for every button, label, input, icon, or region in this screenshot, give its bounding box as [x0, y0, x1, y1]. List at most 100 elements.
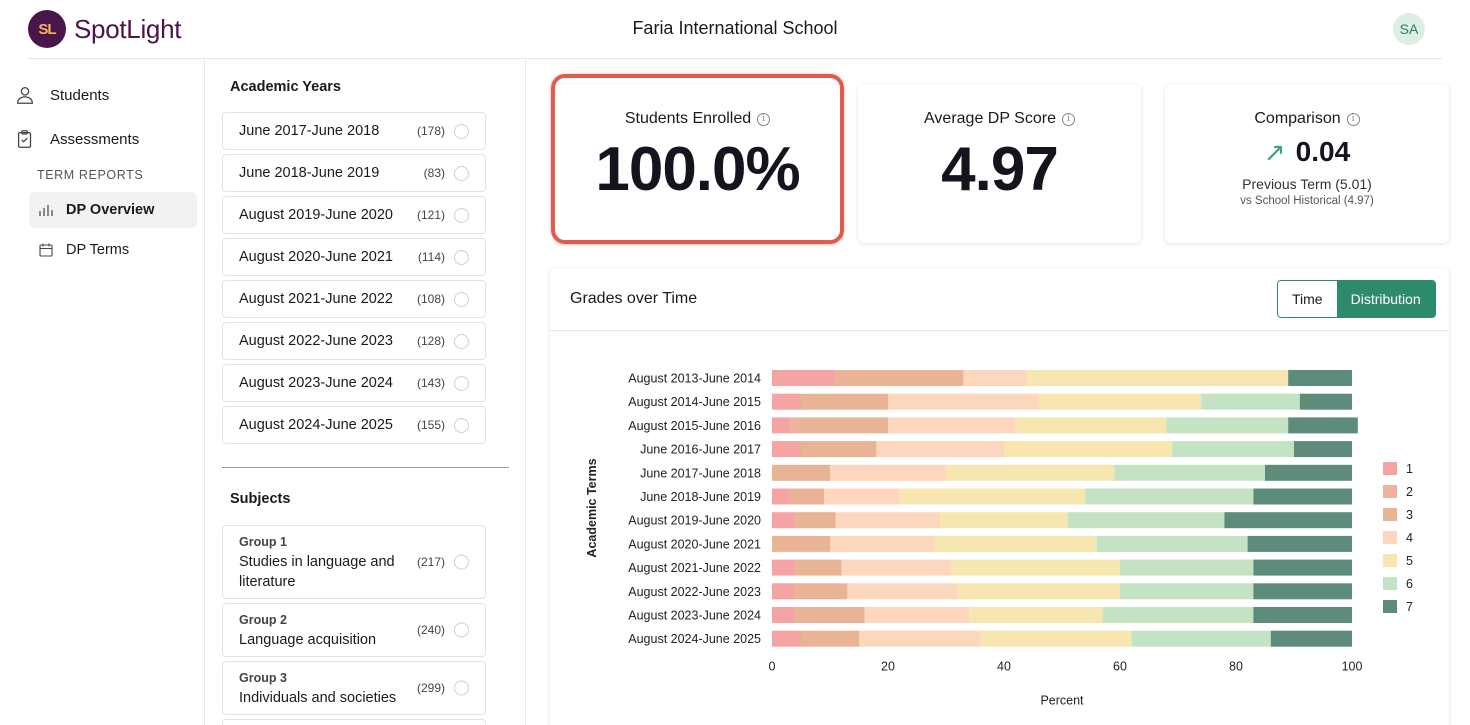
bar-segment: [1004, 441, 1173, 458]
logo-mark: SL: [28, 10, 66, 48]
radio-button[interactable]: [454, 123, 469, 139]
sidebar-item-dp-terms[interactable]: DP Terms: [29, 232, 197, 268]
y-tick-label: August 2015-June 2016: [628, 419, 761, 433]
legend-swatch: [1383, 485, 1397, 498]
bar-segment: [980, 630, 1132, 647]
year-option[interactable]: August 2019-June 2020 (121): [222, 196, 486, 234]
group-count: (299): [416, 681, 445, 695]
bar-segment: [801, 441, 877, 458]
year-label: August 2020-June 2021: [239, 249, 393, 265]
bar-segment: [876, 441, 1004, 458]
sidebar-nav: Students Assessments TERM REPORTS DP Ove…: [0, 60, 205, 725]
app-logo[interactable]: SL SpotLight: [28, 10, 181, 48]
year-option[interactable]: August 2021-June 2022 (108): [222, 280, 486, 318]
comparison-card: Comparison i ↗ 0.04 Previous Term (5.01)…: [1165, 84, 1449, 243]
bar-segment: [795, 512, 836, 529]
sidebar-item-dp-overview[interactable]: DP Overview: [29, 192, 197, 228]
bar-segment: [1224, 512, 1352, 529]
legend-swatch: [1383, 600, 1397, 613]
group-label: Group 2: [239, 613, 287, 627]
user-avatar[interactable]: SA: [1393, 13, 1425, 45]
year-option[interactable]: June 2017-June 2018 (178): [222, 112, 486, 150]
bar-segment: [801, 417, 888, 434]
year-option[interactable]: August 2023-June 2024 (143): [222, 364, 486, 402]
time-toggle-button[interactable]: Time: [1278, 281, 1337, 317]
x-tick-label: 100: [1342, 660, 1363, 674]
bar-segment: [789, 488, 825, 505]
radio-button[interactable]: [454, 622, 469, 638]
bar-segment: [772, 464, 830, 481]
year-count: (108): [416, 292, 445, 306]
year-option[interactable]: August 2020-June 2021 (114): [222, 238, 486, 276]
legend-label: 6: [1406, 577, 1413, 591]
clipboard-icon: [17, 130, 32, 148]
group-count: (240): [416, 623, 445, 637]
user-icon: [17, 87, 33, 104]
bar-segment: [801, 393, 888, 410]
bar-segment: [951, 559, 1120, 576]
radio-button[interactable]: [454, 554, 469, 570]
radio-button[interactable]: [454, 249, 469, 265]
subject-group-option[interactable]: Group 3 Individuals and societies (299): [222, 661, 486, 715]
bar-segment: [772, 630, 801, 647]
y-tick-label: June 2018-June 2019: [640, 490, 761, 504]
legend-swatch: [1383, 554, 1397, 567]
year-label: August 2024-June 2025: [239, 417, 393, 433]
year-option[interactable]: August 2022-June 2023 (128): [222, 322, 486, 360]
filters-panel: Academic Years June 2017-June 2018 (178)…: [206, 60, 526, 725]
bar-segment: [1038, 393, 1202, 410]
distribution-toggle-button[interactable]: Distribution: [1336, 281, 1435, 317]
bar-segment: [795, 607, 865, 623]
bar-segment: [1201, 393, 1300, 410]
radio-button[interactable]: [454, 375, 469, 391]
card-title: Comparison i: [1165, 110, 1449, 128]
sidebar-item-students[interactable]: Students: [14, 84, 109, 106]
y-tick-label: August 2014-June 2015: [628, 395, 761, 409]
legend-label: 2: [1406, 485, 1413, 499]
radio-button[interactable]: [454, 291, 469, 307]
group-name: Language acquisition: [239, 632, 377, 648]
bar-segment: [1247, 535, 1352, 552]
students-enrolled-value: 100.0%: [595, 135, 800, 204]
bar-segment: [824, 488, 900, 505]
bar-segment: [772, 583, 796, 600]
legend-label: 7: [1406, 600, 1413, 614]
historical-text: vs School Historical (4.97): [1240, 195, 1374, 207]
year-option[interactable]: June 2018-June 2019 (83): [222, 154, 486, 192]
header-divider: [28, 58, 1442, 59]
bar-segment: [859, 630, 981, 647]
bar-segment: [835, 512, 941, 529]
radio-button[interactable]: [454, 165, 469, 181]
legend-swatch: [1383, 508, 1397, 521]
bar-segment: [963, 370, 1028, 386]
radio-button[interactable]: [454, 680, 469, 696]
radio-button[interactable]: [454, 207, 469, 223]
filters-divider: [222, 467, 509, 468]
average-dp-score-card: Average DP Score i 4.97: [858, 84, 1141, 243]
bar-segment: [830, 464, 946, 481]
bar-segment: [1166, 417, 1289, 434]
subject-group-option[interactable]: Group 2 Language acquisition (240): [222, 603, 486, 657]
bar-segment: [1120, 559, 1254, 576]
info-icon[interactable]: i: [1061, 112, 1075, 126]
year-count: (155): [416, 418, 445, 432]
subject-group-option-partial[interactable]: [222, 719, 486, 725]
nav-section-heading: TERM REPORTS: [37, 168, 144, 182]
bar-segment: [772, 607, 796, 623]
school-name: Faria International School: [632, 18, 838, 38]
radio-button[interactable]: [454, 333, 469, 349]
bar-segment: [772, 370, 836, 386]
bar-segment: [864, 607, 970, 623]
info-icon[interactable]: i: [1346, 112, 1360, 126]
subject-group-option[interactable]: Group 1 Studies in language and literatu…: [222, 525, 486, 599]
app-header: SL SpotLight Faria International School …: [0, 0, 1470, 58]
info-icon[interactable]: i: [757, 112, 771, 126]
card-title-text: Students Enrolled: [624, 110, 752, 127]
panel-title: Grades over Time: [570, 290, 698, 307]
radio-button[interactable]: [454, 417, 469, 433]
legend-swatch: [1383, 531, 1397, 544]
bar-segment: [934, 535, 1097, 552]
group-name: Individuals and societies: [239, 690, 397, 706]
sidebar-item-assessments[interactable]: Assessments: [14, 128, 139, 150]
year-option[interactable]: August 2024-June 2025 (155): [222, 406, 486, 444]
